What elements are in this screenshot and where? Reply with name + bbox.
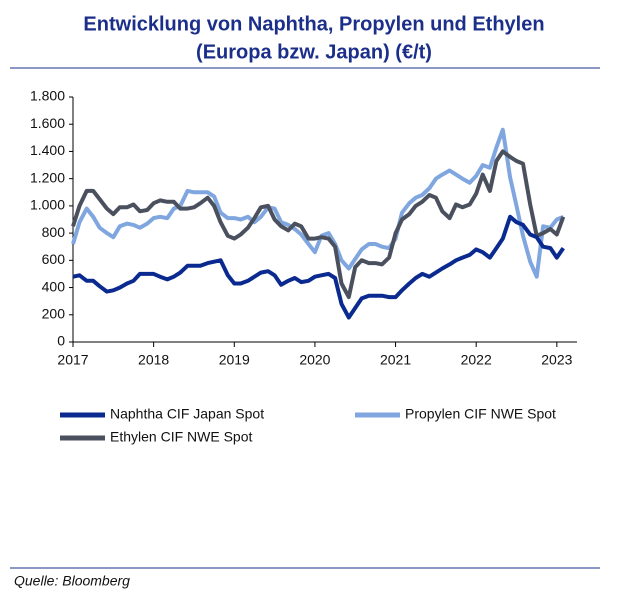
y-tick-label: 1.800 [30, 88, 65, 104]
y-tick-label: 1.200 [30, 169, 65, 185]
x-tick-label: 2021 [380, 352, 411, 368]
chart-subtitle: (Europa bzw. Japan) (€/t) [196, 41, 432, 63]
x-tick-label: 2018 [138, 352, 169, 368]
x-tick-label: 2023 [541, 352, 572, 368]
chart-title: Entwicklung von Naphtha, Propylen und Et… [83, 13, 544, 35]
series-line [72, 214, 565, 320]
legend-label: Naphtha CIF Japan Spot [110, 406, 264, 422]
series-line [71, 127, 565, 279]
x-tick-label: 2017 [57, 352, 88, 368]
legend-label: Propylen CIF NWE Spot [405, 406, 556, 422]
series-line [71, 149, 566, 300]
y-tick-label: 800 [42, 224, 66, 240]
y-tick-label: 200 [42, 305, 66, 321]
x-tick-label: 2020 [299, 352, 330, 368]
y-tick-label: 1.400 [30, 142, 65, 158]
y-tick-label: 1.600 [30, 115, 65, 131]
legend-label: Ethylen CIF NWE Spot [110, 429, 252, 445]
source: Quelle: Bloomberg [14, 573, 130, 589]
y-tick-label: 0 [57, 333, 65, 349]
y-tick-label: 1.000 [30, 197, 65, 213]
x-tick-label: 2019 [219, 352, 250, 368]
y-tick-label: 400 [42, 278, 66, 294]
x-tick-label: 2022 [461, 352, 492, 368]
y-tick-label: 600 [42, 251, 66, 267]
